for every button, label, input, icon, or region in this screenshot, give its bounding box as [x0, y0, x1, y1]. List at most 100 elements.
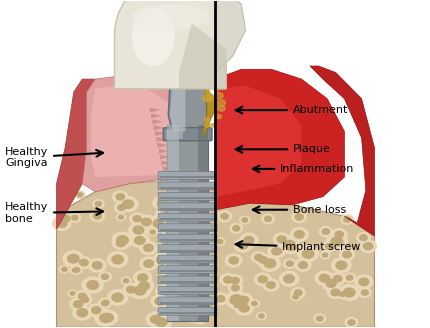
Ellipse shape — [132, 7, 174, 66]
Circle shape — [92, 262, 102, 269]
Circle shape — [217, 100, 225, 106]
Circle shape — [150, 295, 168, 308]
Circle shape — [123, 279, 129, 283]
Circle shape — [168, 300, 173, 304]
Circle shape — [149, 216, 167, 231]
Circle shape — [169, 216, 184, 229]
Circle shape — [292, 295, 298, 299]
Bar — [160, 239, 215, 241]
Circle shape — [156, 256, 167, 264]
FancyBboxPatch shape — [158, 172, 216, 179]
Circle shape — [99, 314, 111, 322]
Bar — [167, 125, 208, 321]
Circle shape — [163, 238, 169, 243]
FancyBboxPatch shape — [158, 182, 216, 190]
Circle shape — [194, 209, 209, 220]
Circle shape — [129, 282, 150, 299]
Circle shape — [63, 251, 83, 267]
Polygon shape — [157, 143, 168, 148]
FancyBboxPatch shape — [158, 276, 216, 284]
Circle shape — [333, 276, 341, 282]
Circle shape — [316, 316, 322, 321]
Circle shape — [243, 236, 253, 244]
Circle shape — [88, 259, 106, 272]
Circle shape — [138, 282, 149, 290]
Circle shape — [216, 239, 222, 244]
Circle shape — [98, 272, 111, 281]
Circle shape — [95, 202, 101, 206]
Circle shape — [335, 231, 343, 238]
Circle shape — [359, 235, 366, 240]
Circle shape — [75, 191, 85, 198]
Circle shape — [118, 215, 123, 219]
Circle shape — [98, 298, 111, 308]
Circle shape — [230, 277, 239, 284]
Circle shape — [225, 294, 243, 307]
Circle shape — [340, 215, 353, 224]
Polygon shape — [168, 84, 206, 131]
Circle shape — [61, 215, 70, 222]
Circle shape — [112, 232, 133, 248]
Circle shape — [68, 254, 79, 263]
Circle shape — [343, 273, 355, 282]
Circle shape — [338, 249, 354, 260]
Circle shape — [344, 318, 357, 327]
Circle shape — [59, 266, 69, 273]
Circle shape — [203, 299, 215, 309]
Circle shape — [230, 295, 242, 303]
Circle shape — [161, 236, 172, 245]
Circle shape — [267, 245, 285, 258]
Polygon shape — [114, 0, 226, 89]
Circle shape — [113, 237, 129, 250]
Circle shape — [74, 301, 82, 308]
Circle shape — [259, 256, 280, 271]
Circle shape — [123, 284, 138, 296]
Bar — [160, 197, 215, 199]
Polygon shape — [154, 131, 165, 136]
Circle shape — [202, 95, 211, 102]
Circle shape — [286, 243, 295, 251]
Circle shape — [166, 211, 171, 215]
Circle shape — [112, 255, 123, 264]
Circle shape — [215, 114, 221, 119]
Bar — [160, 250, 215, 252]
Polygon shape — [82, 76, 189, 192]
Circle shape — [358, 278, 368, 286]
Circle shape — [212, 99, 216, 101]
Circle shape — [73, 305, 92, 320]
Circle shape — [217, 211, 231, 222]
Circle shape — [184, 235, 192, 241]
Circle shape — [196, 217, 215, 232]
Circle shape — [354, 275, 372, 289]
Circle shape — [95, 310, 116, 326]
Bar — [160, 302, 215, 304]
Circle shape — [126, 286, 135, 293]
Circle shape — [70, 267, 80, 274]
Circle shape — [159, 288, 169, 295]
Circle shape — [179, 252, 194, 263]
Circle shape — [146, 312, 165, 326]
Circle shape — [249, 300, 259, 307]
Circle shape — [117, 236, 128, 245]
Circle shape — [238, 242, 247, 249]
Circle shape — [176, 289, 194, 301]
Circle shape — [166, 299, 175, 306]
FancyBboxPatch shape — [158, 245, 216, 253]
Circle shape — [197, 263, 211, 274]
Text: Abutment: Abutment — [235, 105, 347, 115]
Circle shape — [214, 92, 223, 99]
Circle shape — [217, 105, 224, 111]
Circle shape — [118, 196, 138, 212]
Circle shape — [205, 301, 212, 307]
FancyBboxPatch shape — [158, 234, 216, 242]
Circle shape — [92, 307, 101, 314]
Polygon shape — [215, 86, 301, 197]
Circle shape — [214, 238, 224, 246]
Circle shape — [57, 220, 67, 227]
Circle shape — [82, 277, 103, 293]
Circle shape — [134, 278, 154, 293]
Circle shape — [165, 222, 174, 229]
Circle shape — [80, 259, 88, 266]
Circle shape — [133, 226, 144, 234]
Polygon shape — [203, 84, 217, 138]
